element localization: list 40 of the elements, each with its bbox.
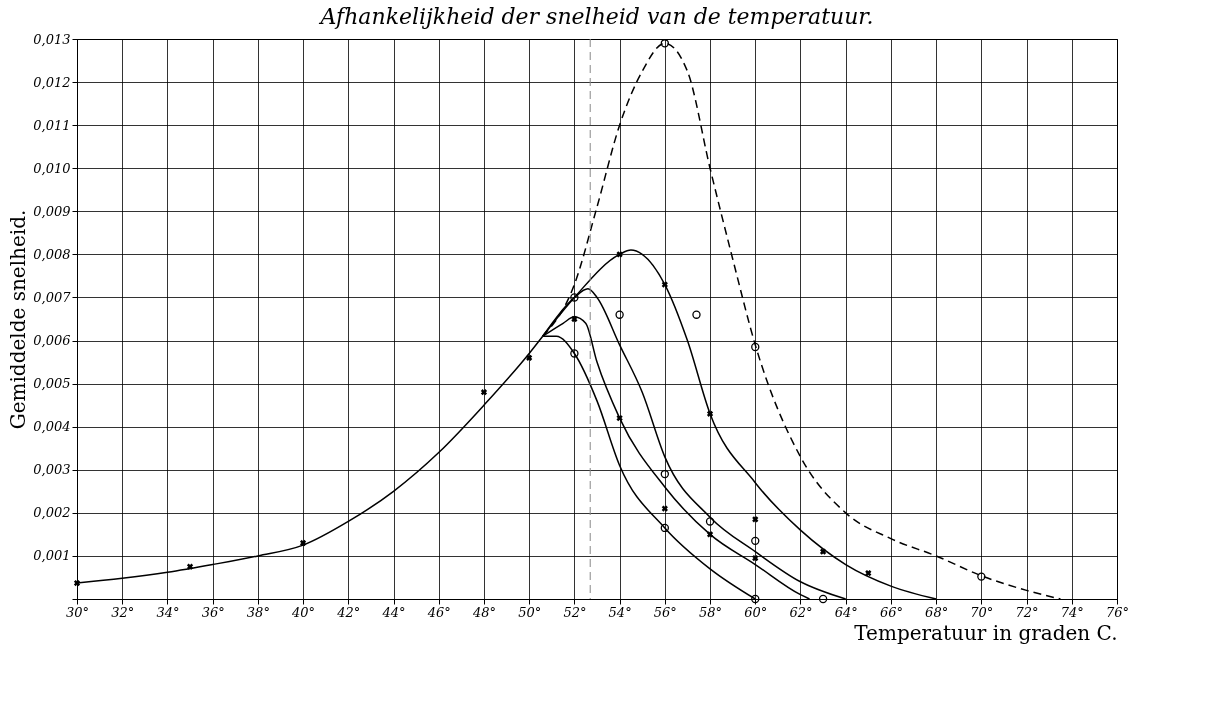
x-tick-label: 66° xyxy=(879,604,903,620)
x-tick-label: 74° xyxy=(1060,604,1084,620)
y-tick-label: 0,002 xyxy=(33,505,71,521)
x-tick-label: 40° xyxy=(291,604,316,620)
x-tick-label: 34° xyxy=(156,604,180,620)
y-tick-label: 0,013 xyxy=(33,31,71,47)
y-tick-label: 0,006 xyxy=(33,333,71,349)
y-axis-title: Gemiddelde snelheid. xyxy=(6,209,31,430)
y-tick-label: 0,010 xyxy=(33,160,71,176)
x-tick-label: 56° xyxy=(653,604,677,620)
x-tick-label: 70° xyxy=(970,604,994,620)
x-tick-label: 46° xyxy=(426,604,451,620)
x-tick-label: 58° xyxy=(699,604,723,620)
x-tick-label: 42° xyxy=(336,604,361,620)
y-tick-label: 0,009 xyxy=(33,203,71,219)
x-tick-label: 54° xyxy=(608,604,632,620)
x-tick-label: 32° xyxy=(111,604,135,620)
x-tick-label: 64° xyxy=(834,604,858,620)
y-tick-label: 0,011 xyxy=(33,117,71,133)
y-tick-label: 0,004 xyxy=(33,419,71,435)
y-tick-label: 0,003 xyxy=(33,462,71,478)
x-tick-label: 60° xyxy=(744,604,768,620)
x-tick-label: 30° xyxy=(65,604,90,620)
chart-title: Afhankelijkheid der snelheid van de temperatuur. xyxy=(318,4,874,29)
y-tick-label: 0,001 xyxy=(33,548,71,564)
x-tick-label: 48° xyxy=(471,604,496,620)
x-tick-label: 76° xyxy=(1105,604,1130,620)
x-tick-label: 68° xyxy=(925,604,949,620)
x-tick-label: 50° xyxy=(518,604,542,620)
x-tick-label: 38° xyxy=(246,604,270,620)
y-tick-label: 0,005 xyxy=(33,376,71,392)
x-tick-label: 52° xyxy=(563,604,587,620)
y-tick-label: 0,007 xyxy=(33,289,72,305)
y-tick-label: 0,012 xyxy=(33,74,71,90)
x-tick-label: 44° xyxy=(381,604,406,620)
x-axis-title: Temperatuur in graden C. xyxy=(854,620,1118,645)
x-tick-label: 36° xyxy=(201,604,225,620)
y-tick-label: 0,008 xyxy=(33,246,71,262)
x-tick-label: 72° xyxy=(1015,604,1039,620)
x-tick-label: 62° xyxy=(789,604,813,620)
